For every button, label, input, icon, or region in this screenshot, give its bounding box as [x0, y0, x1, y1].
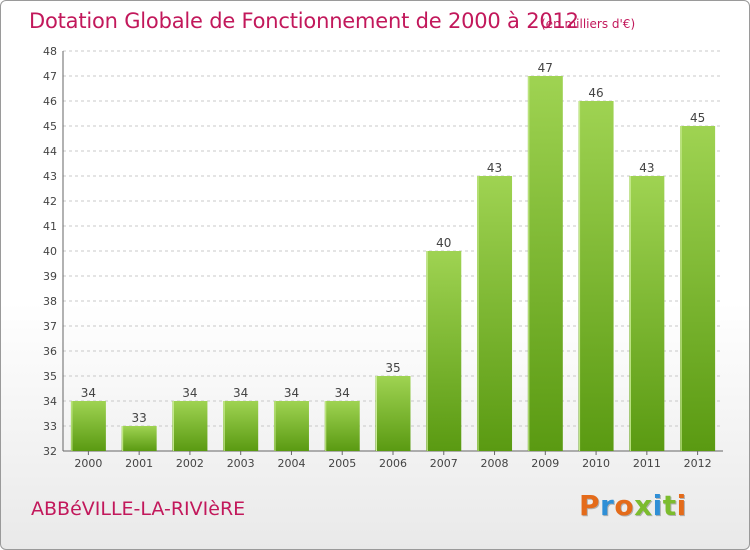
logo-letter: i — [652, 489, 663, 522]
bar-2009 — [527, 76, 563, 451]
proxiti-logo[interactable]: Proxiti — [579, 489, 687, 522]
data-label: 34 — [233, 386, 248, 400]
data-label: 43 — [487, 161, 502, 175]
data-label: 43 — [639, 161, 654, 175]
bar-2004 — [273, 401, 309, 451]
logo-letter: i — [676, 489, 687, 522]
bar-2008 — [477, 176, 513, 451]
x-tick-label: 2005 — [328, 457, 356, 470]
y-tick-label: 41 — [43, 220, 57, 233]
commune-name: ABBéVILLE-LA-RIVIèRE — [31, 498, 246, 520]
y-tick-label: 48 — [43, 45, 57, 58]
x-tick-label: 2011 — [633, 457, 661, 470]
x-tick-label: 2004 — [277, 457, 305, 470]
y-tick-label: 32 — [43, 445, 57, 458]
x-tick-label: 2008 — [481, 457, 509, 470]
y-tick-label: 38 — [43, 295, 57, 308]
x-tick-label: 2002 — [176, 457, 204, 470]
logo-letter: t — [662, 489, 677, 522]
data-label: 45 — [690, 111, 705, 125]
logo-letter: P — [579, 489, 601, 522]
bar-2001 — [121, 426, 157, 451]
bar-2000 — [70, 401, 106, 451]
y-tick-label: 44 — [43, 145, 57, 158]
data-label: 34 — [335, 386, 350, 400]
x-tick-label: 2001 — [125, 457, 153, 470]
y-tick-label: 40 — [43, 245, 57, 258]
x-tick-label: 2003 — [227, 457, 255, 470]
logo-letter: o — [614, 489, 635, 522]
bar-2011 — [629, 176, 665, 451]
x-tick-label: 2012 — [684, 457, 712, 470]
y-tick-label: 46 — [43, 95, 57, 108]
chart-title: Dotation Globale de Fonctionnement de 20… — [29, 9, 579, 33]
x-tick-label: 2009 — [531, 457, 559, 470]
logo-letter: x — [634, 489, 653, 522]
y-tick-label: 47 — [43, 70, 57, 83]
bar-2006 — [375, 376, 411, 451]
y-tick-label: 39 — [43, 270, 57, 283]
bar-2010 — [578, 101, 614, 451]
y-tick-label: 45 — [43, 120, 57, 133]
logo-letter: r — [600, 489, 615, 522]
data-label: 35 — [385, 361, 400, 375]
x-tick-label: 2007 — [430, 457, 458, 470]
data-label: 47 — [538, 61, 553, 75]
x-tick-label: 2006 — [379, 457, 407, 470]
chart-unit: (en milliers d'€) — [541, 17, 636, 31]
data-label: 34 — [284, 386, 299, 400]
y-tick-label: 33 — [43, 420, 57, 433]
data-labels: 34 33 34 34 34 34 35 40 43 47 46 43 45 — [81, 61, 706, 425]
y-tick-label: 37 — [43, 320, 57, 333]
bars — [70, 76, 716, 451]
bar-2003 — [223, 401, 259, 451]
data-label: 34 — [182, 386, 197, 400]
y-tick-label: 34 — [43, 395, 57, 408]
data-label: 34 — [81, 386, 96, 400]
data-label: 40 — [436, 236, 451, 250]
bar-2007 — [426, 251, 462, 451]
bar-2012 — [680, 126, 716, 451]
y-tick-label: 43 — [43, 170, 57, 183]
y-tick-label: 36 — [43, 345, 57, 358]
bar-2002 — [172, 401, 208, 451]
x-tick-label: 2000 — [74, 457, 102, 470]
y-tick-label: 35 — [43, 370, 57, 383]
y-tick-label: 42 — [43, 195, 57, 208]
data-label: 46 — [588, 86, 603, 100]
data-label: 33 — [132, 411, 147, 425]
x-tick-label: 2010 — [582, 457, 610, 470]
bar-2005 — [324, 401, 360, 451]
